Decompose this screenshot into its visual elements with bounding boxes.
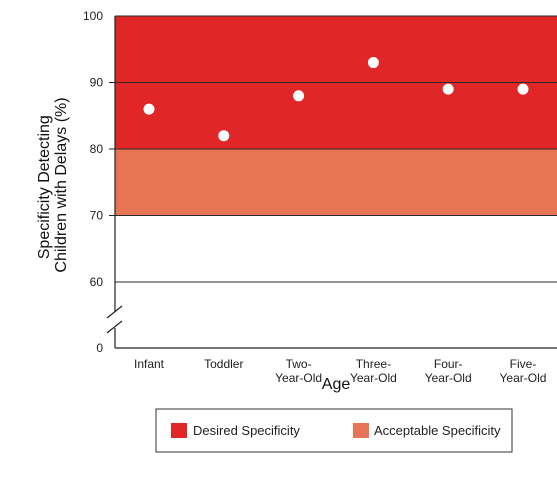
x-tick-label-0-line-0: Infant: [134, 357, 165, 371]
grid-layer: [115, 15, 557, 283]
y-tick-label-100: 100: [83, 9, 103, 23]
x-tick-label-1: Toddler: [204, 357, 243, 371]
x-tick-label-5-line-0: Five-: [510, 357, 537, 371]
x-tick-label-2-line-0: Two-: [286, 357, 312, 371]
data-point-3: [367, 57, 379, 69]
x-tick-label-3: Three-Year-Old: [350, 357, 397, 385]
y-tick-label-80: 80: [90, 142, 104, 156]
y-tick-label-90: 90: [90, 76, 104, 90]
x-tick-label-2-line-1: Year-Old: [275, 371, 322, 385]
axis-layer: [106, 16, 557, 349]
axis-break-mark-2: [106, 320, 123, 334]
x-tick-label-4-line-0: Four-: [434, 357, 463, 371]
legend-label-desired: Desired Specificity: [193, 423, 300, 438]
y-tick-label-70: 70: [90, 209, 104, 223]
y-tick-label-0: 0: [96, 341, 103, 355]
points-layer: [143, 57, 529, 142]
y-tick-label-60: 60: [90, 275, 104, 289]
bands-layer: [115, 16, 557, 216]
x-tick-label-3-line-1: Year-Old: [350, 371, 397, 385]
legend-swatch-acceptable: [353, 423, 369, 438]
x-tick-label-1-line-0: Toddler: [204, 357, 243, 371]
axis-break-mark-1: [106, 305, 123, 319]
y-tick-labels: 0 60 70 80 90 100: [83, 9, 103, 355]
data-point-2: [293, 90, 305, 102]
y-axis-title-line-1: Specificity Detecting: [36, 115, 53, 259]
legend-frame: [155, 408, 513, 453]
data-point-5: [517, 83, 529, 95]
x-tick-label-5: Five-Year-Old: [500, 357, 547, 385]
x-tick-label-4: Four-Year-Old: [425, 357, 472, 385]
data-point-0: [143, 103, 155, 115]
x-tick-label-0: Infant: [134, 357, 165, 371]
x-tick-label-3-line-0: Three-: [356, 357, 391, 371]
x-axis-title: Age: [322, 376, 351, 393]
x-tick-labels: Infant Toddler Two-Year-OldThree-Year-OldF…: [134, 357, 546, 385]
x-tick-label-5-line-1: Year-Old: [500, 371, 547, 385]
y-axis-title-line-2: Children with Delays (%): [53, 97, 70, 272]
data-point-4: [442, 83, 454, 95]
legend-swatch-desired: [171, 423, 187, 438]
x-tick-label-2: Two-Year-Old: [275, 357, 322, 385]
band-1: [115, 149, 557, 216]
data-point-1: [218, 130, 230, 142]
x-tick-label-4-line-1: Year-Old: [425, 371, 472, 385]
legend: Desired Specificity Acceptable Specifici…: [155, 408, 513, 453]
y-axis-title: Specificity Detecting Children with Dela…: [36, 97, 70, 272]
legend-label-acceptable: Acceptable Specificity: [374, 423, 501, 438]
